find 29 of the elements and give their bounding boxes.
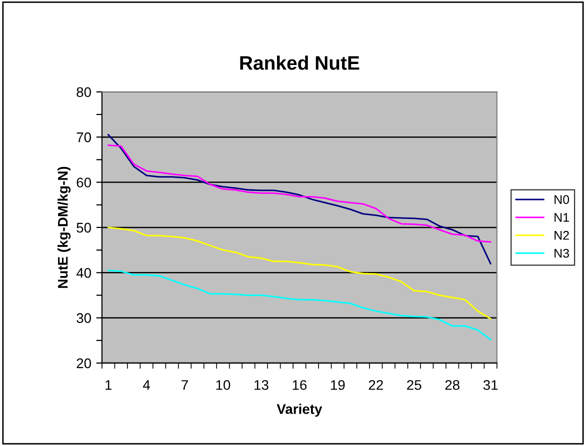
y-tick-label: 50 — [76, 222, 92, 233]
legend-label: N2 — [554, 230, 569, 240]
x-tick-label: 25 — [407, 380, 422, 390]
line-series — [108, 270, 492, 340]
x-tick-label: 22 — [368, 380, 383, 390]
x-tick-label: 31 — [483, 380, 498, 390]
line-series — [108, 226, 492, 320]
chart-title: Ranked NutE — [240, 56, 360, 70]
y-tick-label: 30 — [76, 313, 92, 324]
y-tick-label: 70 — [76, 132, 92, 142]
x-tick-label: 1 — [106, 380, 112, 390]
x-tick-label: 7 — [182, 380, 188, 390]
line-series — [108, 134, 492, 264]
line-series — [108, 144, 492, 243]
legend-label: N0 — [554, 195, 570, 204]
x-axis-title: Variety — [276, 404, 322, 417]
x-tick-label: 16 — [292, 380, 307, 390]
x-tick-label: 19 — [331, 380, 345, 390]
legend-label: N3 — [554, 248, 570, 258]
x-tick-label: 4 — [143, 380, 150, 390]
y-tick-label: 60 — [76, 178, 92, 188]
legend-label: N1 — [554, 213, 569, 222]
y-tick-label: 40 — [76, 268, 92, 278]
y-tick-label: 20 — [76, 358, 92, 368]
x-tick-label: 13 — [254, 380, 268, 390]
y-tick-label: 80 — [76, 87, 92, 98]
x-tick-label: 28 — [445, 380, 460, 390]
y-axis-title: NutE (kg-DM/kg-N) — [58, 166, 71, 288]
x-tick-label: 10 — [216, 380, 230, 390]
